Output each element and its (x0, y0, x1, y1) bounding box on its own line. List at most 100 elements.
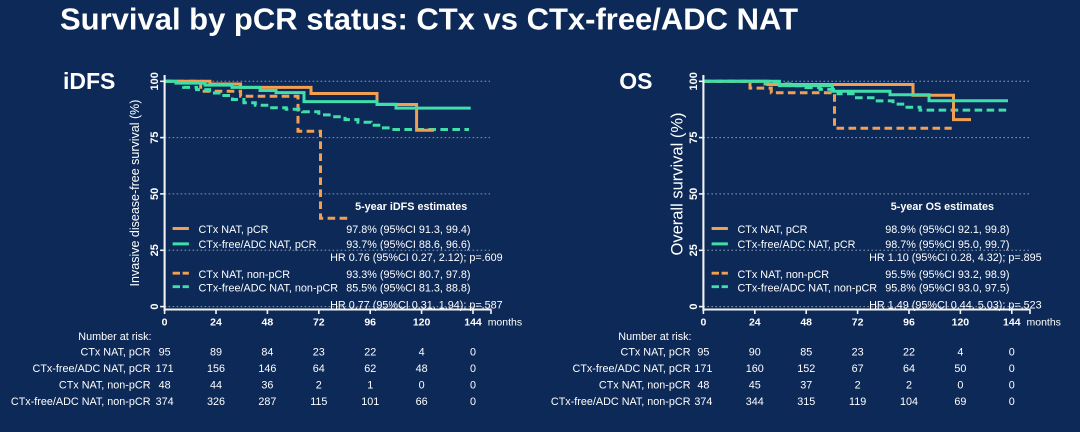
svg-text:0: 0 (419, 380, 425, 392)
svg-text:2: 2 (906, 380, 912, 392)
svg-text:0: 0 (470, 347, 476, 359)
svg-text:Invasive disease-free survival: Invasive disease-free survival (%) (128, 100, 142, 287)
svg-text:Number at risk:: Number at risk: (78, 331, 151, 343)
svg-text:0: 0 (1009, 380, 1015, 392)
svg-text:95: 95 (159, 347, 171, 359)
svg-text:25: 25 (149, 244, 161, 256)
svg-text:152: 152 (797, 363, 815, 375)
svg-text:0: 0 (149, 304, 161, 310)
svg-text:48: 48 (159, 380, 171, 392)
svg-text:0: 0 (1009, 396, 1015, 408)
svg-text:156: 156 (207, 363, 225, 375)
svg-text:115: 115 (310, 396, 327, 408)
svg-text:iDFS: iDFS (63, 68, 115, 94)
svg-text:CTx NAT, non-pCR: CTx NAT, non-pCR (738, 269, 830, 281)
svg-text:5-year iDFS estimates: 5-year iDFS estimates (355, 201, 467, 213)
svg-text:75: 75 (688, 131, 700, 143)
svg-text:0: 0 (957, 380, 963, 392)
svg-text:4: 4 (957, 347, 963, 359)
svg-text:CTx-free/ADC NAT, pCR: CTx-free/ADC NAT, pCR (738, 239, 856, 251)
svg-text:months: months (1027, 317, 1061, 329)
svg-text:24: 24 (749, 317, 761, 329)
svg-text:CTx NAT, non-pCR: CTx NAT, non-pCR (59, 380, 151, 392)
svg-text:48: 48 (697, 380, 709, 392)
svg-text:85: 85 (800, 347, 812, 359)
svg-text:144: 144 (464, 317, 482, 329)
svg-text:0: 0 (688, 304, 700, 310)
svg-text:50: 50 (149, 188, 161, 200)
svg-text:64: 64 (903, 363, 915, 375)
svg-text:287: 287 (258, 396, 276, 408)
svg-text:66: 66 (416, 396, 428, 408)
svg-text:90: 90 (749, 347, 761, 359)
svg-text:Overall survival (%): Overall survival (%) (668, 112, 686, 255)
svg-text:2: 2 (855, 380, 861, 392)
svg-text:36: 36 (261, 380, 273, 392)
svg-text:44: 44 (210, 380, 222, 392)
svg-text:93.3% (95%CI 80.7, 97.8): 93.3% (95%CI 80.7, 97.8) (346, 269, 470, 281)
svg-text:CTx-free/ADC NAT, non-pCR: CTx-free/ADC NAT, non-pCR (11, 396, 151, 408)
svg-text:0: 0 (470, 380, 476, 392)
svg-text:62: 62 (364, 363, 376, 375)
svg-text:93.7% (95%CI 88.6, 96.6): 93.7% (95%CI 88.6, 96.6) (346, 239, 470, 251)
svg-text:CTx-free/ADC NAT, pCR: CTx-free/ADC NAT, pCR (199, 239, 317, 251)
svg-text:22: 22 (364, 347, 376, 359)
svg-text:HR 0.76 (95%CI 0.27, 2.12); p=: HR 0.76 (95%CI 0.27, 2.12); p=.609 (330, 252, 503, 264)
svg-text:64: 64 (313, 363, 325, 375)
svg-text:374: 374 (156, 396, 174, 408)
svg-text:72: 72 (313, 317, 325, 329)
svg-text:67: 67 (852, 363, 864, 375)
svg-text:72: 72 (852, 317, 864, 329)
svg-text:37: 37 (800, 380, 812, 392)
svg-text:0: 0 (1009, 347, 1015, 359)
svg-text:97.8% (95%CI 91.3, 99.4): 97.8% (95%CI 91.3, 99.4) (346, 224, 470, 236)
svg-text:326: 326 (207, 396, 225, 408)
svg-text:CTx-free/ADC NAT, non-pCR: CTx-free/ADC NAT, non-pCR (551, 396, 691, 408)
svg-text:0: 0 (470, 396, 476, 408)
svg-text:48: 48 (416, 363, 428, 375)
svg-text:0: 0 (1009, 363, 1015, 375)
svg-text:100: 100 (688, 72, 700, 90)
svg-text:98.7% (95%CI 95.0, 99.7): 98.7% (95%CI 95.0, 99.7) (885, 239, 1009, 251)
svg-text:months: months (488, 317, 522, 329)
svg-text:0: 0 (470, 363, 476, 375)
svg-text:Survival by pCR status: CTx vs: Survival by pCR status: CTx vs CTx-free/… (60, 2, 798, 37)
svg-text:146: 146 (258, 363, 276, 375)
svg-text:84: 84 (261, 347, 273, 359)
svg-text:315: 315 (797, 396, 815, 408)
svg-text:CTx-free/ADC NAT, pCR: CTx-free/ADC NAT, pCR (33, 363, 151, 375)
svg-text:89: 89 (210, 347, 222, 359)
svg-text:4: 4 (419, 347, 425, 359)
svg-text:104: 104 (900, 396, 918, 408)
svg-text:95.5% (95%CI 93.2, 98.9): 95.5% (95%CI 93.2, 98.9) (885, 269, 1009, 281)
svg-text:CTx NAT, pCR: CTx NAT, pCR (199, 224, 269, 236)
svg-text:75: 75 (149, 131, 161, 143)
svg-text:69: 69 (954, 396, 966, 408)
svg-text:48: 48 (262, 317, 274, 329)
svg-text:CTx NAT, non-pCR: CTx NAT, non-pCR (599, 380, 691, 392)
svg-text:50: 50 (954, 363, 966, 375)
svg-text:5-year OS estimates: 5-year OS estimates (891, 201, 994, 213)
svg-text:HR 1.10 (95%CI 0.28, 4.32); p=: HR 1.10 (95%CI 0.28, 4.32); p=.895 (869, 252, 1042, 264)
svg-text:CTx NAT, non-pCR: CTx NAT, non-pCR (199, 269, 291, 281)
svg-text:OS: OS (619, 68, 652, 94)
svg-text:374: 374 (694, 396, 712, 408)
svg-text:48: 48 (800, 317, 812, 329)
svg-text:0: 0 (162, 317, 168, 329)
svg-text:85.5% (95%CI 81.3, 88.8): 85.5% (95%CI 81.3, 88.8) (346, 282, 470, 294)
svg-text:25: 25 (688, 244, 700, 256)
svg-text:CTx-free/ADC NAT, non-pCR: CTx-free/ADC NAT, non-pCR (199, 282, 339, 294)
svg-text:160: 160 (746, 363, 764, 375)
svg-text:120: 120 (413, 317, 431, 329)
svg-text:96: 96 (903, 317, 915, 329)
svg-text:23: 23 (313, 347, 325, 359)
svg-text:HR 1.49 (95%CI 0.44, 5.03); p=: HR 1.49 (95%CI 0.44, 5.03); p=.523 (869, 299, 1042, 311)
svg-text:Number at risk:: Number at risk: (618, 331, 691, 343)
svg-text:98.9% (95%CI 92.1, 99.8): 98.9% (95%CI 92.1, 99.8) (885, 224, 1009, 236)
svg-text:119: 119 (849, 396, 866, 408)
svg-text:CTx NAT, pCR: CTx NAT, pCR (81, 347, 151, 359)
svg-text:45: 45 (749, 380, 761, 392)
svg-text:CTx-free/ADC NAT, pCR: CTx-free/ADC NAT, pCR (573, 363, 691, 375)
svg-text:95.8% (95%CI 93.0, 97.5): 95.8% (95%CI 93.0, 97.5) (885, 282, 1009, 294)
svg-text:2: 2 (316, 380, 322, 392)
